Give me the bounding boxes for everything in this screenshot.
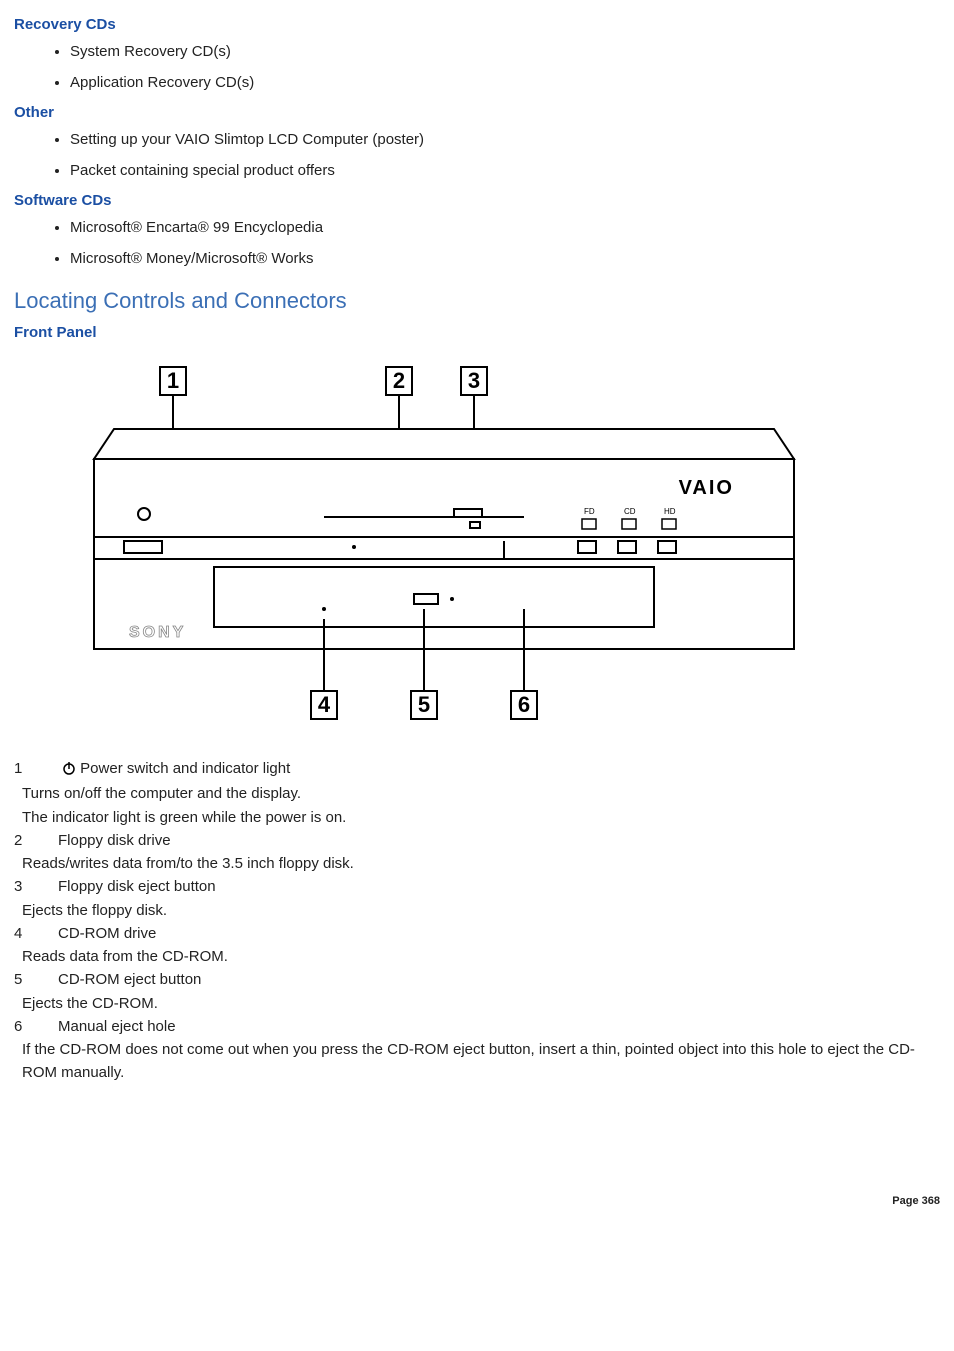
svg-text:VAIO: VAIO (679, 477, 734, 499)
desc-number: 2 (14, 829, 58, 852)
desc-title: Floppy disk drive (58, 832, 171, 849)
heading-front-panel: Front Panel (14, 324, 940, 341)
front-panel-diagram: 1 2 3 VAIO (54, 359, 834, 739)
list-item: Microsoft® Encarta® 99 Encyclopedia (70, 217, 940, 240)
list-item: Packet containing special product offers (70, 160, 940, 183)
desc-number: 5 (14, 968, 58, 991)
callout-box-3: 3 (461, 367, 487, 429)
desc-item-1: 1 Power switch and indicator light Turns… (14, 757, 940, 829)
heading-recovery-cds: Recovery CDs (14, 16, 940, 33)
svg-text:1: 1 (167, 368, 179, 393)
desc-body-line: Reads/writes data from/to the 3.5 inch f… (22, 852, 940, 875)
front-panel-descriptions: 1 Power switch and indicator light Turns… (14, 757, 940, 1085)
desc-title: Floppy disk eject button (58, 878, 216, 895)
desc-item-6: 6Manual eject hole If the CD-ROM does no… (14, 1015, 940, 1085)
list-software: Microsoft® Encarta® 99 Encyclopedia Micr… (14, 217, 940, 270)
svg-text:4: 4 (318, 692, 331, 717)
desc-number: 6 (14, 1015, 58, 1038)
desc-item-4: 4CD-ROM drive Reads data from the CD-ROM… (14, 922, 940, 969)
desc-item-5: 5CD-ROM eject button Ejects the CD-ROM. (14, 968, 940, 1015)
desc-item-2: 2Floppy disk drive Reads/writes data fro… (14, 829, 940, 876)
svg-text:SONY: SONY (129, 624, 186, 641)
desc-title: CD-ROM drive (58, 925, 156, 942)
svg-text:CD: CD (624, 507, 636, 516)
list-item: System Recovery CD(s) (70, 41, 940, 64)
desc-body-line: The indicator light is green while the p… (22, 806, 940, 829)
svg-text:2: 2 (393, 368, 405, 393)
desc-title: Manual eject hole (58, 1018, 176, 1035)
desc-title: Power switch and indicator light (80, 760, 290, 777)
desc-number: 4 (14, 922, 58, 945)
svg-text:5: 5 (418, 692, 430, 717)
desc-body-line: If the CD-ROM does not come out when you… (22, 1038, 940, 1085)
heading-locating-controls: Locating Controls and Connectors (14, 288, 940, 314)
desc-body-line: Reads data from the CD-ROM. (22, 945, 940, 968)
page-number: Page 368 (14, 1195, 940, 1207)
list-item: Application Recovery CD(s) (70, 72, 940, 95)
desc-number: 3 (14, 875, 58, 898)
diagram-lower-unit: SONY (94, 559, 794, 649)
svg-text:6: 6 (518, 692, 530, 717)
svg-text:3: 3 (468, 368, 480, 393)
heading-software-cds: Software CDs (14, 192, 940, 209)
list-item: Setting up your VAIO Slimtop LCD Compute… (70, 129, 940, 152)
desc-item-3: 3Floppy disk eject button Ejects the flo… (14, 875, 940, 922)
desc-body-line: Ejects the CD-ROM. (22, 992, 940, 1015)
desc-title: CD-ROM eject button (58, 971, 201, 988)
callout-box-2: 2 (386, 367, 412, 429)
svg-text:FD: FD (584, 507, 595, 516)
callout-box-1: 1 (160, 367, 186, 429)
list-recovery: System Recovery CD(s) Application Recove… (14, 41, 940, 94)
list-item: Microsoft® Money/Microsoft® Works (70, 248, 940, 271)
diagram-upper-unit: VAIO FD CD HD (94, 429, 794, 559)
desc-body-line: Ejects the floppy disk. (22, 899, 940, 922)
list-other: Setting up your VAIO Slimtop LCD Compute… (14, 129, 940, 182)
power-icon (62, 759, 76, 782)
desc-number: 1 (14, 757, 58, 780)
desc-body-line: Turns on/off the computer and the displa… (22, 782, 940, 805)
heading-other: Other (14, 104, 940, 121)
svg-text:HD: HD (664, 507, 676, 516)
